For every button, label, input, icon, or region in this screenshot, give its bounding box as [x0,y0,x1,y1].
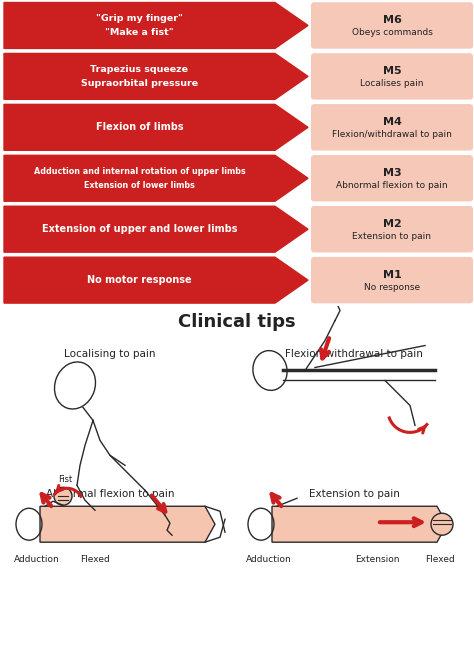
Text: Flexed: Flexed [80,555,110,564]
Text: Extension of lower limbs: Extension of lower limbs [84,181,195,189]
FancyBboxPatch shape [311,104,473,151]
Text: Extension: Extension [355,555,399,564]
Text: Supraorbital pressure: Supraorbital pressure [81,79,198,88]
Text: Flexed: Flexed [425,555,455,564]
Text: Fist: Fist [58,475,72,485]
Text: "Grip my finger": "Grip my finger" [96,14,183,23]
Polygon shape [4,3,308,48]
Text: M6: M6 [383,15,401,25]
Text: Adduction and internal rotation of upper limbs: Adduction and internal rotation of upper… [34,167,246,176]
Polygon shape [4,104,308,150]
Text: "Make a fist": "Make a fist" [105,28,174,37]
Text: Extension to pain: Extension to pain [309,489,400,500]
FancyBboxPatch shape [311,155,473,202]
Text: Localising to pain: Localising to pain [64,349,156,358]
Text: Localises pain: Localises pain [360,79,424,88]
Text: M3: M3 [383,168,401,178]
FancyBboxPatch shape [311,53,473,100]
Text: Obeys commands: Obeys commands [352,28,432,37]
Circle shape [431,513,453,535]
Text: Clinical tips: Clinical tips [178,313,296,330]
Text: Flexion/withdrawal to pain: Flexion/withdrawal to pain [332,130,452,139]
Polygon shape [272,506,447,542]
Text: Extension of upper and lower limbs: Extension of upper and lower limbs [42,224,237,234]
Text: No motor response: No motor response [87,275,192,285]
Text: Trapezius squeeze: Trapezius squeeze [91,65,189,74]
Text: Flexion/withdrawal to pain: Flexion/withdrawal to pain [285,349,423,358]
Circle shape [54,487,72,505]
Text: M4: M4 [383,117,401,127]
Text: Flexion of limbs: Flexion of limbs [96,122,183,133]
Text: M5: M5 [383,66,401,76]
Polygon shape [4,54,308,99]
Text: M2: M2 [383,219,401,229]
Text: Extension to pain: Extension to pain [353,232,431,241]
Polygon shape [4,155,308,201]
Polygon shape [4,257,308,303]
Text: Adduction: Adduction [14,555,60,564]
Text: No response: No response [364,283,420,292]
Text: Adduction: Adduction [246,555,292,564]
FancyBboxPatch shape [311,257,473,304]
Polygon shape [40,506,215,542]
FancyBboxPatch shape [311,2,473,49]
Text: Abnormal flexion to pain: Abnormal flexion to pain [336,181,448,190]
FancyBboxPatch shape [311,206,473,253]
Text: M1: M1 [383,270,401,279]
Polygon shape [4,206,308,252]
Text: Abnormal flexion to pain: Abnormal flexion to pain [46,489,174,500]
